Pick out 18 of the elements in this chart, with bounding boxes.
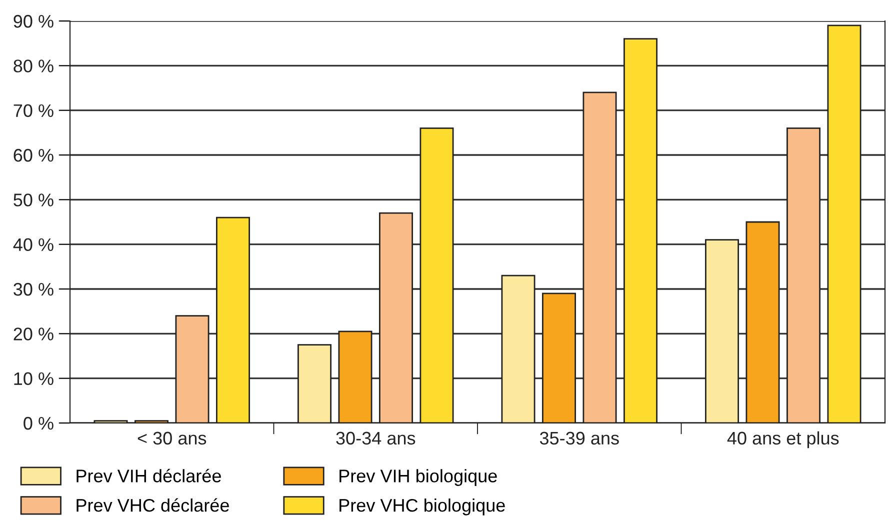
- x-tick-label: < 30 ans: [138, 432, 206, 445]
- y-tick-label: 80 %: [14, 60, 54, 72]
- x-tick-label: 35-39 ans: [540, 432, 619, 445]
- x-tick-label: 30-34 ans: [336, 432, 416, 445]
- legend-label: Prev VHC biologique: [340, 498, 505, 516]
- y-tick-label: 90 %: [14, 14, 54, 28]
- x-tick-label: 40 ans et plus: [727, 431, 839, 448]
- y-tick-label: 30 %: [14, 282, 54, 296]
- legend-label: Prev VHC déclarée: [76, 498, 229, 512]
- y-tick-label: 70 %: [14, 104, 54, 118]
- y-tick-label: 60 %: [14, 148, 54, 162]
- y-tick-label: 50 %: [14, 194, 54, 206]
- y-tick-label: 0 %: [24, 416, 54, 430]
- y-tick-label: 20 %: [14, 328, 54, 340]
- y-tick-label: 40 %: [13, 238, 54, 252]
- y-tick-label: 10 %: [14, 372, 54, 386]
- legend-label: Prev VIH déclarée: [76, 468, 221, 482]
- legend-label: Prev VIH biologique: [340, 469, 497, 486]
